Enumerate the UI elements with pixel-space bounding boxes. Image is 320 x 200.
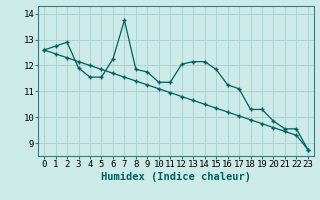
X-axis label: Humidex (Indice chaleur): Humidex (Indice chaleur) xyxy=(101,172,251,182)
